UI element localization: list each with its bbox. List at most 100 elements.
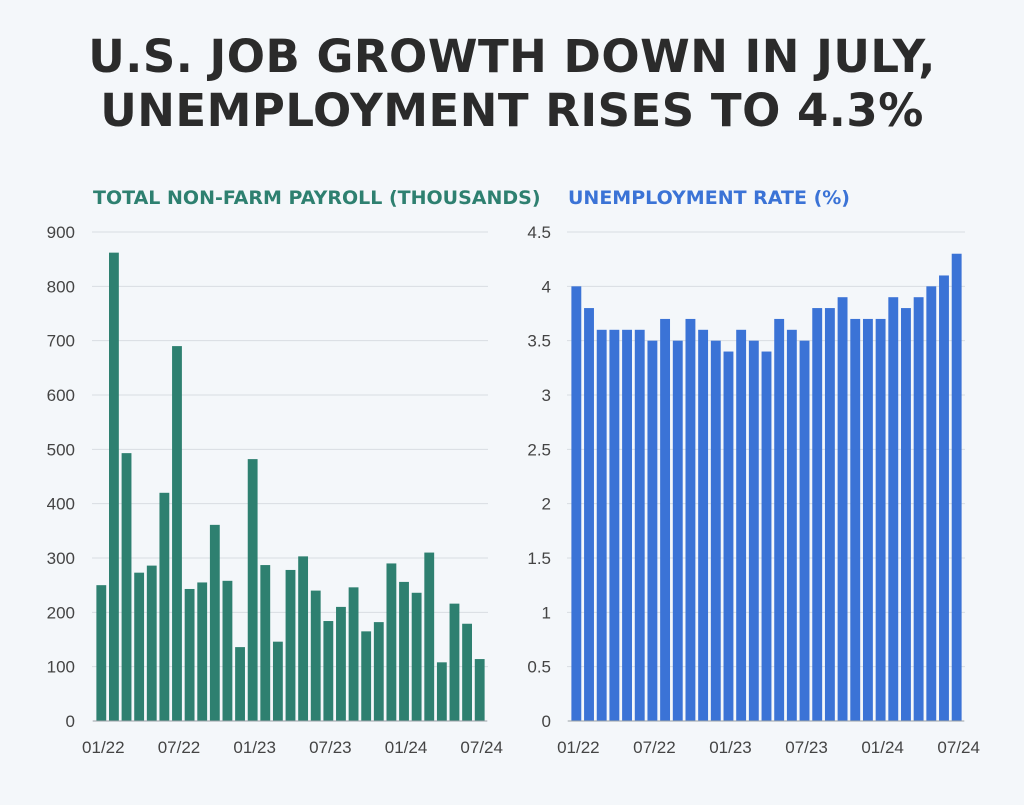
payroll-bar-03/22	[121, 453, 132, 721]
payroll-y-tick-label: 500	[47, 440, 75, 459]
payroll-bar-05/22	[146, 565, 157, 721]
payroll-bar-01/24	[399, 581, 409, 721]
payroll-bar-04/22	[134, 572, 145, 721]
unemployment-bar-11/22	[698, 329, 709, 721]
unemployment-bar-02/23	[736, 329, 747, 721]
payroll-x-tick-label: 07/22	[158, 738, 201, 757]
unemployment-bar-08/22	[660, 318, 671, 721]
payroll-y-tick-label: 600	[47, 386, 75, 405]
unemployment-y-tick-label: 3	[542, 386, 551, 405]
payroll-x-tick-label: 01/23	[233, 738, 276, 757]
unemployment-bar-12/22	[710, 340, 721, 721]
unemployment-bar-09/23	[824, 308, 835, 721]
unemployment-bar-07/24	[951, 253, 962, 721]
unemployment-x-tick-label: 07/24	[937, 738, 980, 757]
payroll-bar-03/24	[424, 552, 435, 721]
payroll-bar-11/22	[222, 580, 233, 721]
payroll-y-tick-label: 700	[47, 332, 75, 351]
unemployment-bar-05/22	[622, 329, 632, 721]
payroll-bar-09/22	[197, 582, 208, 721]
payroll-bar-05/24	[449, 603, 460, 721]
unemployment-chart: 0 0.5 1 1.5 2 2.5 3 3.5 4 4.5 01/22 07/22 01/23 07/23…	[527, 223, 980, 757]
unemployment-x-tick-label: 01/23	[709, 738, 752, 757]
payroll-x-tick-label: 07/24	[460, 738, 503, 757]
unemployment-bar-03/23	[748, 340, 759, 721]
payroll-bar-05/23	[298, 556, 309, 721]
payroll-bar-03/23	[272, 641, 283, 721]
payroll-x-tick-label: 01/24	[385, 738, 428, 757]
unemployment-bar-02/22	[584, 308, 594, 721]
unemployment-chart-title: UNEMPLOYMENT RATE (%)	[568, 187, 850, 209]
unemployment-bar-06/22	[634, 329, 645, 721]
payroll-x-tick-label: 07/23	[309, 738, 352, 757]
title-line-1: U.S. JOB GROWTH DOWN IN JULY,	[88, 30, 936, 83]
unemployment-bar-07/23	[799, 340, 810, 721]
unemployment-bar-05/24	[926, 286, 937, 721]
unemployment-x-tick-label: 07/22	[633, 738, 676, 757]
unemployment-bar-02/24	[888, 297, 899, 721]
unemployment-bar-01/24	[875, 318, 886, 721]
payroll-chart-title: TOTAL NON-FARM PAYROLL (THOUSANDS)	[93, 187, 541, 209]
payroll-bar-12/23	[386, 563, 397, 721]
payroll-x-tick-label: 01/22	[82, 738, 125, 757]
payroll-bar-07/24	[474, 659, 485, 721]
payroll-bar-08/23	[336, 606, 346, 721]
payroll-bar-07/22	[172, 346, 182, 721]
unemployment-y-tick-label: 4.5	[527, 223, 551, 242]
payroll-bar-08/22	[184, 588, 195, 721]
payroll-bar-10/23	[361, 631, 372, 721]
payroll-bar-11/23	[373, 622, 384, 721]
unemployment-bar-09/22	[672, 340, 683, 721]
payroll-bar-10/22	[209, 524, 220, 721]
payroll-bar-09/23	[348, 587, 359, 721]
unemployment-y-tick-label: 1.5	[527, 549, 551, 568]
payroll-y-tick-label: 200	[47, 603, 75, 622]
payroll-chart: 0 100 200 300 400 500 600 700 800 900 01/22 07/22 01…	[47, 223, 503, 757]
unemployment-bar-04/24	[913, 297, 924, 721]
title-line-2: UNEMPLOYMENT RISES TO 4.3%	[100, 84, 924, 137]
unemployment-bar-05/23	[774, 318, 785, 721]
payroll-bar-06/22	[159, 492, 170, 721]
payroll-y-tick-label: 900	[47, 223, 75, 242]
payroll-bar-07/23	[323, 621, 334, 721]
payroll-y-tick-label: 300	[47, 549, 75, 568]
unemployment-bar-04/23	[761, 351, 772, 721]
unemployment-y-tick-label: 1	[542, 603, 551, 622]
unemployment-x-tick-label: 01/24	[861, 738, 904, 757]
payroll-y-tick-label: 400	[47, 495, 75, 514]
unemployment-bar-03/24	[901, 308, 911, 721]
unemployment-bar-07/22	[647, 340, 658, 721]
page-title: U.S. JOB GROWTH DOWN IN JULY, UNEMPLOYME…	[0, 30, 1024, 138]
payroll-bar-02/24	[411, 592, 422, 721]
unemployment-bar-08/23	[812, 308, 823, 721]
unemployment-x-tick-label: 07/23	[785, 738, 828, 757]
payroll-bar-02/23	[260, 565, 271, 721]
unemployment-bar-06/24	[939, 275, 949, 721]
unemployment-y-tick-label: 4	[542, 277, 551, 296]
unemployment-bar-03/22	[596, 329, 607, 721]
payroll-bar-06/24	[462, 623, 472, 721]
payroll-bar-04/24	[436, 662, 447, 721]
payroll-bar-06/23	[310, 590, 321, 721]
payroll-bar-12/22	[235, 647, 245, 721]
unemployment-x-tick-label: 01/22	[557, 738, 600, 757]
unemployment-bar-01/23	[723, 351, 734, 721]
payroll-y-tick-label: 0	[66, 712, 75, 731]
payroll-y-tick-label: 100	[47, 658, 75, 677]
payroll-bar-04/23	[285, 569, 296, 721]
unemployment-bar-06/23	[786, 329, 797, 721]
unemployment-y-tick-label: 3.5	[527, 332, 551, 351]
unemployment-bar-11/23	[850, 318, 861, 721]
payroll-bar-02/22	[109, 252, 119, 721]
unemployment-bar-10/23	[837, 297, 848, 721]
unemployment-y-tick-label: 0.5	[527, 658, 551, 677]
unemployment-bar-04/22	[609, 329, 620, 721]
payroll-bar-01/22	[96, 585, 107, 721]
unemployment-bar-10/22	[685, 318, 696, 721]
unemployment-y-tick-label: 2	[542, 495, 551, 514]
unemployment-bar-12/23	[862, 318, 873, 721]
unemployment-y-tick-label: 0	[542, 712, 551, 731]
unemployment-y-tick-label: 2.5	[527, 440, 551, 459]
payroll-bar-01/23	[247, 459, 258, 721]
